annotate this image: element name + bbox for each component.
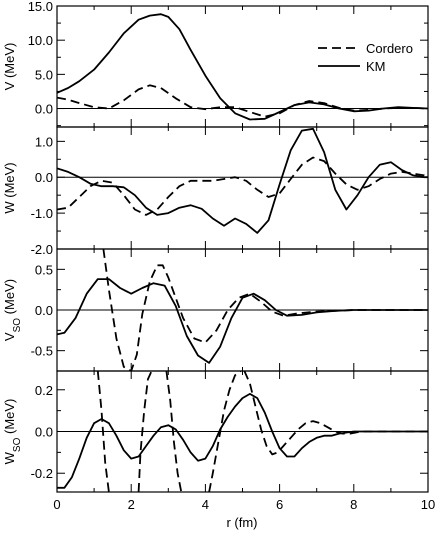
- series-cordero-v: [57, 84, 428, 118]
- y-tick-label: -0.2: [31, 466, 53, 481]
- series-cordero-vso: [102, 249, 428, 371]
- x-tick-label: 4: [202, 497, 209, 512]
- series-km-vso: [57, 278, 428, 364]
- y-tick-label: 0.0: [35, 425, 53, 440]
- y-tick-label: 0.0: [35, 102, 53, 117]
- y-tick-label: 1.0: [35, 134, 53, 149]
- x-axis-label: r (fm): [226, 515, 257, 530]
- y-tick-label: 15.0: [28, 0, 53, 14]
- series-cordero-wso-5: [243, 371, 428, 456]
- y-tick-label: 10.0: [28, 33, 53, 48]
- legend: Cordero KM: [318, 41, 413, 74]
- y-axis-label-v: V (MeV): [2, 43, 17, 91]
- y-tick-label: -2.0: [31, 242, 53, 257]
- panel-wso: 0.2 0.0 -0.2 WSO (MeV): [2, 370, 429, 493]
- y-axis-label-wso: WSO (MeV): [2, 399, 23, 465]
- series-cordero-w: [57, 156, 428, 216]
- y-axis-label-w: W (MeV): [2, 162, 17, 213]
- y-tick-label: 0.0: [35, 303, 53, 318]
- x-tick-label: 8: [350, 497, 357, 512]
- series-cordero-wso-2: [137, 371, 153, 492]
- x-tick-label: 6: [276, 497, 283, 512]
- series-cordero-wso-3: [165, 371, 183, 492]
- y-axis-label-vso: VSO (MeV): [2, 279, 23, 341]
- series-cordero-wso: [96, 371, 110, 492]
- y-tick-label: 5.0: [35, 67, 53, 82]
- panels: 15.0 10.0 5.0 0.0 V (MeV) 1.0 0.0 -1.0 -2.0 W (Me…: [2, 0, 429, 493]
- y-tick-label: 0.5: [35, 262, 53, 277]
- panel-w: 1.0 0.0 -1.0 -2.0 W (MeV): [2, 126, 429, 257]
- legend-label-km: KM: [366, 59, 386, 74]
- y-tick-label: -0.5: [31, 344, 53, 359]
- panel-vso: 0.5 0.0 -0.5 VSO (MeV): [2, 248, 429, 372]
- panel-v: 15.0 10.0 5.0 0.0 V (MeV): [2, 0, 429, 128]
- x-tick-label: 2: [128, 497, 135, 512]
- series-km-w: [57, 127, 428, 234]
- y-tick-label: -1.0: [31, 206, 53, 221]
- series-km-wso: [57, 393, 428, 489]
- y-tick-label: 0.0: [35, 170, 53, 185]
- panel-frame: [56, 126, 429, 250]
- x-axis: 0 2 4 6 8 10: [53, 497, 435, 512]
- y-tick-label: 0.2: [35, 383, 53, 398]
- series-cordero-wso-4: [208, 371, 242, 492]
- x-tick-label: 10: [421, 497, 435, 512]
- x-tick-label: 0: [53, 497, 60, 512]
- legend-label-cordero: Cordero: [366, 41, 413, 56]
